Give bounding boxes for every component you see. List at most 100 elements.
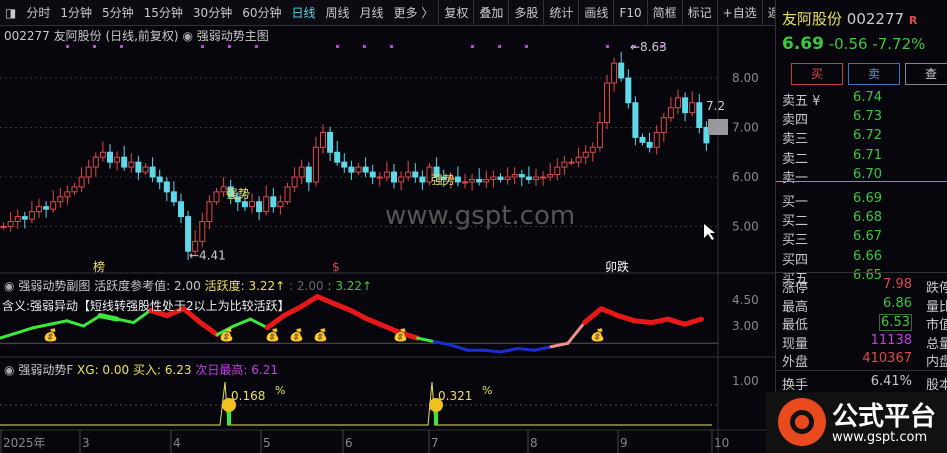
toolbar-11[interactable]: 叠加: [473, 0, 508, 26]
candle: [7, 221, 14, 228]
candle: [71, 186, 78, 193]
candle: [241, 201, 248, 208]
activity-segment: [31, 322, 52, 330]
activity-segment: [665, 316, 688, 327]
activity-segment: [0, 331, 19, 340]
stat-row: 最高 6.86 量比: [782, 295, 947, 315]
candle: [348, 166, 355, 173]
candle: [114, 156, 121, 163]
sell-button[interactable]: 卖: [848, 63, 900, 85]
candle: [156, 176, 163, 183]
order-book-row: 买四 6.66: [782, 248, 882, 268]
candle: [504, 176, 511, 180]
toolbar-15[interactable]: F10: [613, 0, 646, 26]
candle: [398, 176, 405, 183]
period-toolbar: ◨ 分时 1分钟 5分钟 15分钟 30分钟 60分钟 日线 周线 月线 更多 〉复权 叠加 多股 统计…: [0, 0, 792, 26]
chart-area[interactable]: 8.00 7.00 6.00 5.00 www.gspt.com ←8.63 ←4.41 7.…: [0, 26, 775, 453]
candle: [383, 171, 390, 178]
candle: [589, 146, 596, 153]
order-book-row: 卖一 6.70: [782, 166, 882, 186]
pct-label: 0.321: [438, 389, 472, 403]
candle: [639, 136, 646, 143]
candle: [533, 176, 539, 180]
toolbar-2[interactable]: 5分钟: [102, 5, 134, 20]
activity-segment: [132, 308, 152, 325]
sub1-header: ◉ 强弱动势副图 活跃度参考值: 2.00 活跃度: 3.22↑ : 2.00 …: [4, 279, 373, 293]
candle: [57, 196, 64, 203]
candle: [107, 151, 113, 163]
candle: [312, 146, 319, 183]
activity-segment: [648, 316, 671, 326]
toolbar-1[interactable]: 1分钟: [60, 5, 92, 20]
toolbar-9[interactable]: 更多 〉: [393, 5, 434, 20]
strong-marker: 强势: [431, 173, 455, 187]
toolbar-7[interactable]: 周线: [325, 5, 350, 20]
toolbar-13[interactable]: 统计: [543, 0, 578, 26]
toolbar-6[interactable]: 日线: [291, 5, 316, 20]
candle: [192, 240, 199, 252]
candle: [121, 156, 128, 168]
candle: [511, 174, 518, 178]
candle: [36, 206, 42, 213]
candle: [596, 122, 603, 148]
candle: [575, 156, 582, 163]
activity-segment: [181, 306, 203, 326]
candle: [249, 201, 255, 208]
candle: [99, 151, 106, 158]
candle: [320, 131, 326, 148]
last-label: 7.2: [706, 99, 725, 113]
pct-sign: %: [275, 384, 285, 397]
toolbar-12[interactable]: 多股: [508, 0, 543, 26]
toolbar-3[interactable]: 15分钟: [143, 5, 183, 20]
pct-label: 0.168: [231, 389, 265, 403]
money-bag-icon: 💰: [219, 328, 234, 342]
price-cursor-box: [708, 119, 728, 135]
toolbar-18[interactable]: +自选: [716, 0, 762, 26]
candle: [85, 166, 92, 178]
candle: [43, 206, 50, 210]
candle: [547, 174, 554, 178]
candle: [490, 176, 497, 180]
activity-segment: [416, 336, 436, 344]
toolbar-10[interactable]: 复权: [438, 0, 473, 26]
activity-segment: [115, 317, 136, 325]
mouse-cursor-icon: [704, 224, 715, 240]
divider: [776, 370, 947, 371]
candle: [696, 102, 703, 128]
activity-segment: [532, 345, 553, 352]
activity-segment: [449, 343, 470, 352]
toolbar-17[interactable]: 标记: [681, 0, 717, 26]
activity-segment: [232, 317, 252, 328]
activity-segment: [398, 330, 420, 341]
activity-segment: [582, 306, 604, 326]
signal-dot: [498, 45, 501, 48]
candle: [149, 166, 156, 178]
toolbar-5[interactable]: 60分钟: [242, 5, 282, 20]
money-bag-icon: 💰: [590, 328, 605, 342]
toolbar-8[interactable]: 月线: [359, 5, 384, 20]
toolbar-14[interactable]: 画线: [578, 0, 613, 26]
candle: [391, 171, 397, 183]
layout-toggle-icon[interactable]: ◨: [5, 5, 17, 20]
candle: [618, 62, 625, 79]
toolbar-0[interactable]: 分时: [26, 5, 51, 20]
time-label: 9: [620, 436, 628, 450]
sub1-note: 含义:强弱异动【短线转强股性处于2以上为比较活跃】: [2, 299, 290, 313]
activity-segment: [482, 348, 503, 354]
candle: [653, 131, 660, 148]
toolbar-4[interactable]: 30分钟: [192, 5, 233, 20]
signal-dot: [336, 45, 339, 48]
query-button[interactable]: 查: [905, 63, 947, 85]
price-tick: 5.00: [732, 220, 759, 234]
activity-segment: [264, 313, 287, 331]
candle: [483, 178, 490, 183]
money-bag-icon: 💰: [289, 328, 304, 342]
buy-button[interactable]: 买: [791, 63, 843, 85]
candle: [199, 221, 206, 242]
price-tick: 8.00: [732, 71, 759, 85]
candle: [92, 156, 99, 168]
candle: [298, 166, 305, 178]
toolbar-16[interactable]: 简框: [646, 0, 682, 26]
candle: [0, 226, 7, 228]
candle: [682, 97, 689, 114]
